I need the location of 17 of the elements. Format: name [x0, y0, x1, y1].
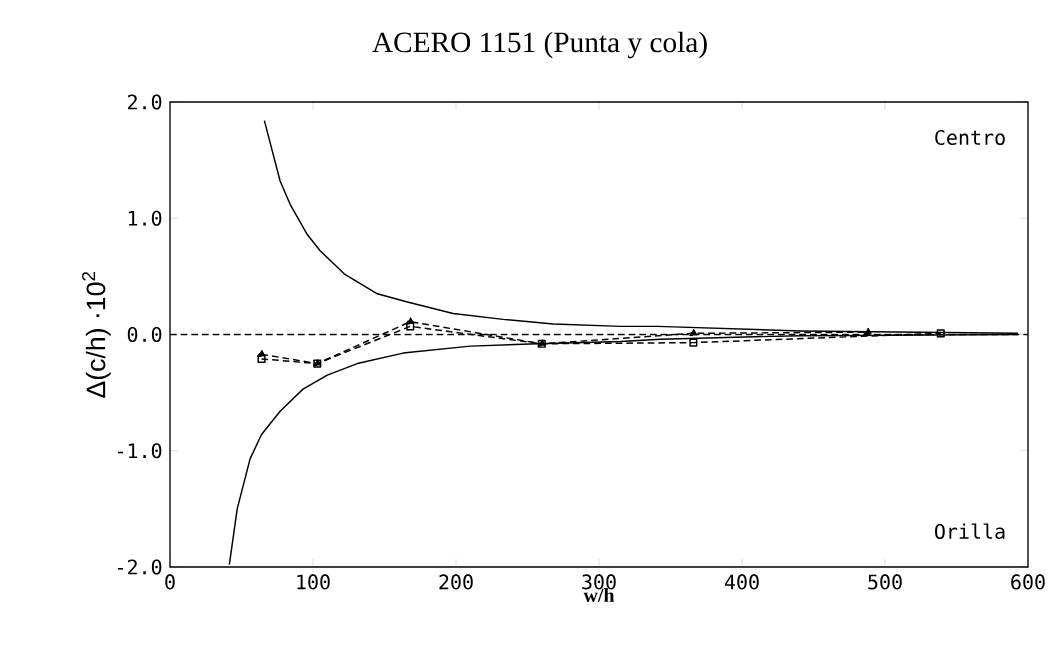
x-tick-label: 200	[439, 574, 473, 590]
x-axis-title: w/h	[583, 588, 615, 603]
annotation: Orilla	[935, 523, 1005, 540]
chart-title: ACERO 1151 (Punta y cola)	[372, 31, 707, 59]
x-tick-label: 400	[724, 574, 759, 590]
x-tick-label: 0	[165, 574, 175, 590]
x-tick-label: 600	[1011, 574, 1045, 590]
y-tick-label: 1.0	[128, 210, 162, 226]
y-tick-label: -2.0	[117, 559, 162, 575]
y-tick-label: 0.0	[127, 326, 162, 343]
annotation: Centro	[935, 129, 1005, 146]
y-tick-label: -1.0	[117, 443, 162, 459]
x-tick-label: 100	[297, 574, 330, 590]
y-tick-label: 2.0	[127, 94, 162, 110]
y-axis-title: Δ(c/h) ·10$^{2}$	[82, 272, 111, 398]
x-tick-label: 300	[582, 574, 616, 590]
x-tick-label: 500	[868, 574, 902, 590]
